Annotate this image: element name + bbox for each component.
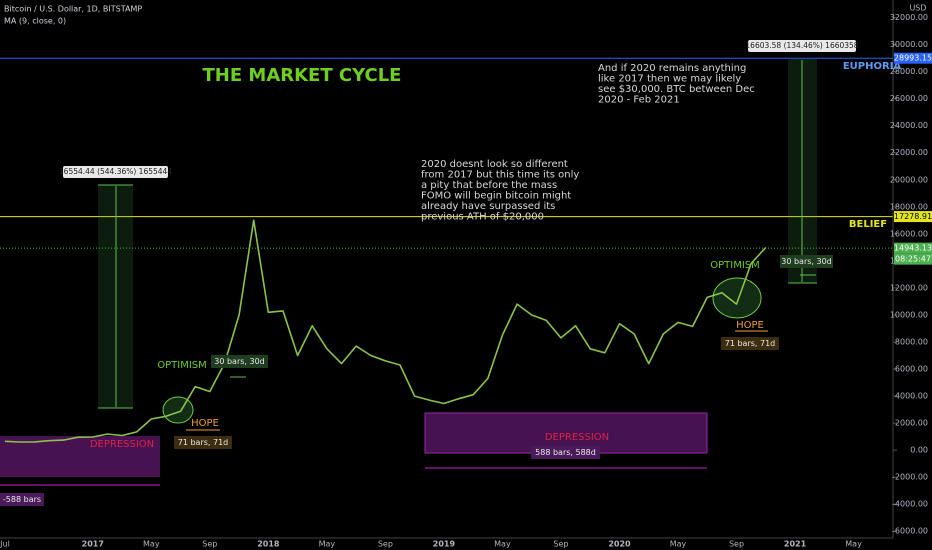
label-box	[211, 355, 268, 368]
label-box	[0, 493, 44, 506]
y-tick-label: 10000.00	[890, 310, 928, 319]
depression-box	[0, 436, 160, 477]
headline: THE MARKET CYCLE	[203, 65, 402, 86]
measure-label: 16554.44 (544.36%) 1655444	[59, 167, 172, 176]
y-tick-label: 24000.00	[890, 121, 928, 130]
y-tick-label: 22000.00	[890, 148, 928, 157]
phase-label: OPTIMISM	[157, 360, 207, 371]
y-tick-label: 8000.00	[895, 337, 928, 346]
x-tick-label: 2018	[257, 540, 280, 549]
note-line: 2020 - Feb 2021	[598, 95, 680, 106]
label-box	[174, 436, 232, 449]
y-tick-label: 28000.00	[890, 67, 928, 76]
x-tick-label: 2017	[82, 540, 104, 549]
x-tick-label: May	[319, 540, 336, 549]
y-tick-label: 18000.00	[890, 202, 928, 211]
bars-label: 71 bars, 71d	[178, 438, 229, 447]
bars-label: 588 bars, 588d	[535, 448, 596, 457]
y-tick-label: 12000.00	[890, 283, 928, 292]
measure-label: 16603.58 (134.46%) 1660358	[745, 41, 858, 50]
bars-label: -588 bars	[3, 495, 41, 504]
y-tick-label: 20000.00	[890, 175, 928, 184]
note-line: like 2017 then we may likely	[598, 74, 741, 85]
x-tick-label: Jul	[0, 540, 10, 549]
y-tick-label: 4000.00	[895, 392, 928, 401]
label-box	[721, 337, 779, 350]
x-tick-label: Sep	[553, 540, 568, 549]
label-box	[531, 446, 600, 459]
y-tick-label: -6000.00	[892, 527, 928, 536]
x-tick-label: May	[143, 540, 160, 549]
x-tick-label: 2019	[433, 540, 456, 549]
price-label: 14943.13	[894, 244, 932, 253]
x-tick-label: 2020	[608, 540, 631, 549]
x-tick-label: Sep	[729, 540, 744, 549]
phase-label: HOPE	[736, 320, 764, 331]
phase-label: EUPHORIA	[843, 61, 902, 72]
x-tick-label: Sep	[378, 540, 393, 549]
phase-label: DEPRESSION	[90, 439, 154, 450]
y-tick-label: 6000.00	[895, 365, 928, 374]
y-tick-label: 32000.00	[890, 13, 928, 22]
x-tick-label: 2021	[784, 540, 807, 549]
note-line: from 2017 but this time its only	[421, 170, 579, 181]
label-box	[780, 255, 833, 268]
x-tick-label: May	[845, 540, 862, 549]
price-label: 17278.91	[894, 212, 932, 221]
axis-panel	[893, 0, 932, 550]
currency: USD	[909, 4, 926, 13]
phase-label: OPTIMISM	[710, 260, 760, 271]
phase-label: HOPE	[191, 418, 219, 429]
price-tag	[894, 211, 932, 223]
note-line: a pity that before the mass	[421, 180, 557, 191]
y-tick-label: 0.00	[910, 446, 928, 455]
y-tick-label: 16000.00	[890, 229, 928, 238]
y-tick-label: 2000.00	[895, 419, 928, 428]
bars-label: 71 bars, 71d	[725, 339, 776, 348]
hope-circle	[162, 396, 194, 424]
y-tick-label: -4000.00	[892, 500, 928, 509]
note-line: see $30,000. BTC between Dec	[598, 84, 755, 95]
phase-label: DEPRESSION	[545, 432, 609, 443]
price-tag	[894, 52, 932, 64]
chart-title: Bitcoin / U.S. Dollar, 1D, BITSTAMP	[4, 5, 142, 14]
countdown-tag	[894, 253, 932, 265]
note-line: 2020 doesnt look so different	[421, 159, 568, 170]
hope-circle	[712, 277, 762, 319]
bars-label: 30 bars, 30d	[781, 257, 832, 266]
phase-label: BELIEF	[849, 219, 887, 230]
label-box	[748, 40, 856, 52]
price-line-series	[4, 219, 767, 443]
price-tag	[894, 242, 932, 254]
label-box	[63, 166, 168, 178]
y-tick-label: 26000.00	[890, 94, 928, 103]
price-label: 28993.15	[894, 54, 932, 63]
x-tick-label: May	[670, 540, 687, 549]
note-line: FOMO will begin bitcoin might	[421, 191, 571, 202]
countdown: 08:25:47	[895, 255, 931, 264]
y-tick-label: -2000.00	[892, 473, 928, 482]
note-line: previous ATH of $20,000	[421, 212, 544, 223]
y-tick-label: 30000.00	[890, 40, 928, 49]
x-tick-label: May	[494, 540, 511, 549]
x-tick-label: Sep	[202, 540, 217, 549]
bars-label: 30 bars, 30d	[214, 357, 265, 366]
note-line: And if 2020 remains anything	[598, 63, 746, 74]
chart-subtitle: MA (9, close, 0)	[4, 17, 66, 26]
note-line: already have surpassed its	[421, 201, 555, 212]
